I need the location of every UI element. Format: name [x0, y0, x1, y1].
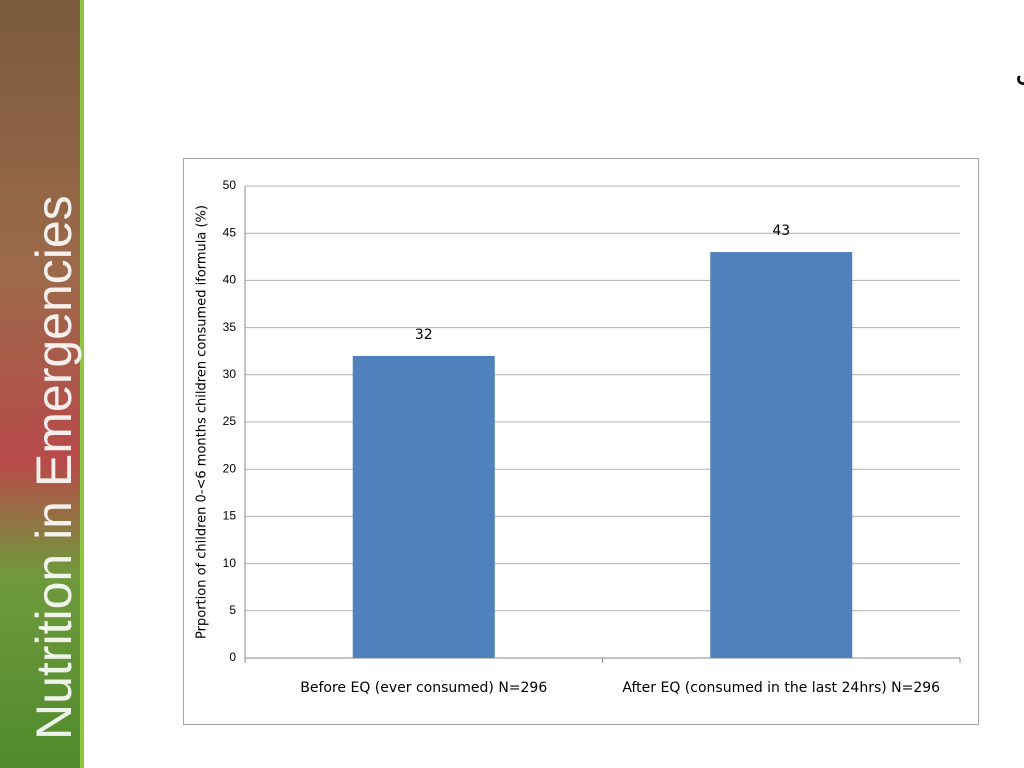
y-tick-label: 35	[223, 320, 237, 334]
x-tick-label: After EQ (consumed in the last 24hrs) N=…	[622, 680, 940, 696]
y-tick-label: 45	[223, 225, 237, 239]
bar	[352, 355, 495, 658]
x-tick-label: Before EQ (ever consumed) N=296	[300, 680, 547, 696]
y-tick-label: 0	[229, 650, 236, 664]
y-axis-label: Prportion of children 0-<6 months childr…	[195, 205, 210, 639]
data-label: 43	[772, 223, 790, 239]
y-tick-label: 25	[223, 414, 237, 428]
y-tick-label: 30	[223, 367, 237, 381]
y-tick-label: 10	[223, 556, 237, 570]
chart-title: تناول الأطفال دون الستة أشهر لبدائل حليب…	[1015, 50, 1024, 89]
sidebar-text: Nutrition in Emergencies	[26, 195, 82, 740]
y-tick-label: 15	[223, 509, 237, 523]
y-tick-label: 20	[223, 461, 237, 475]
bar	[710, 252, 853, 658]
y-tick-label: 5	[229, 603, 236, 617]
y-tick-label: 40	[223, 273, 237, 287]
y-tick-label: 50	[223, 178, 237, 192]
sidebar-border	[80, 0, 84, 768]
data-label: 32	[415, 327, 433, 343]
sidebar-image	[0, 0, 80, 768]
chart-frame	[183, 158, 979, 725]
